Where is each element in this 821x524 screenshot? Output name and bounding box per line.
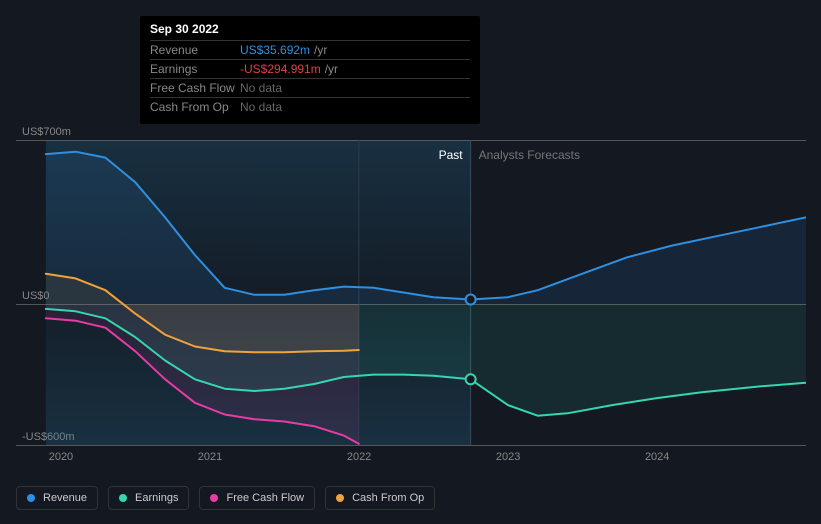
tooltip-row-value: No data <box>240 100 282 114</box>
past-label: Past <box>439 148 463 162</box>
legend-label: Revenue <box>43 492 87 504</box>
tooltip-row-suffix: /yr <box>314 43 327 57</box>
legend-item-earnings[interactable]: Earnings <box>108 486 189 510</box>
tooltip-row: Cash From OpNo data <box>150 97 470 116</box>
series-marker-revenue <box>466 295 476 305</box>
x-axis-label: 2023 <box>496 451 520 463</box>
tooltip-row-value: -US$294.991m <box>240 62 321 76</box>
legend-item-cfo[interactable]: Cash From Op <box>325 486 435 510</box>
x-axis-label: 2022 <box>347 451 371 463</box>
legend-item-fcf[interactable]: Free Cash Flow <box>199 486 315 510</box>
tooltip-row: RevenueUS$35.692m/yr <box>150 40 470 59</box>
legend-label: Cash From Op <box>352 492 424 504</box>
chart-tooltip: Sep 30 2022 RevenueUS$35.692m/yrEarnings… <box>140 16 480 124</box>
series-marker-earnings <box>466 374 476 384</box>
tooltip-row: Earnings-US$294.991m/yr <box>150 59 470 78</box>
chart-legend: Revenue Earnings Free Cash Flow Cash From O… <box>16 486 435 510</box>
forecast-label: Analysts Forecasts <box>479 148 580 162</box>
x-axis-label: 2024 <box>645 451 669 463</box>
gridline <box>16 445 806 446</box>
x-axis-label: 2020 <box>49 451 73 463</box>
tooltip-row-value: US$35.692m <box>240 43 310 57</box>
tooltip-row-label: Earnings <box>150 62 240 76</box>
legend-label: Earnings <box>135 492 178 504</box>
legend-label: Free Cash Flow <box>226 492 304 504</box>
x-axis-label: 2021 <box>198 451 222 463</box>
tooltip-row-label: Cash From Op <box>150 100 240 114</box>
legend-dot-icon <box>119 494 127 502</box>
tooltip-row-value: No data <box>240 81 282 95</box>
legend-dot-icon <box>210 494 218 502</box>
financials-chart[interactable] <box>16 140 806 445</box>
y-axis-label: US$700m <box>22 126 71 138</box>
tooltip-row: Free Cash FlowNo data <box>150 78 470 97</box>
tooltip-row-label: Free Cash Flow <box>150 81 240 95</box>
tooltip-row-label: Revenue <box>150 43 240 57</box>
legend-dot-icon <box>336 494 344 502</box>
tooltip-row-suffix: /yr <box>325 62 338 76</box>
tooltip-date: Sep 30 2022 <box>150 22 470 40</box>
legend-dot-icon <box>27 494 35 502</box>
legend-item-revenue[interactable]: Revenue <box>16 486 98 510</box>
